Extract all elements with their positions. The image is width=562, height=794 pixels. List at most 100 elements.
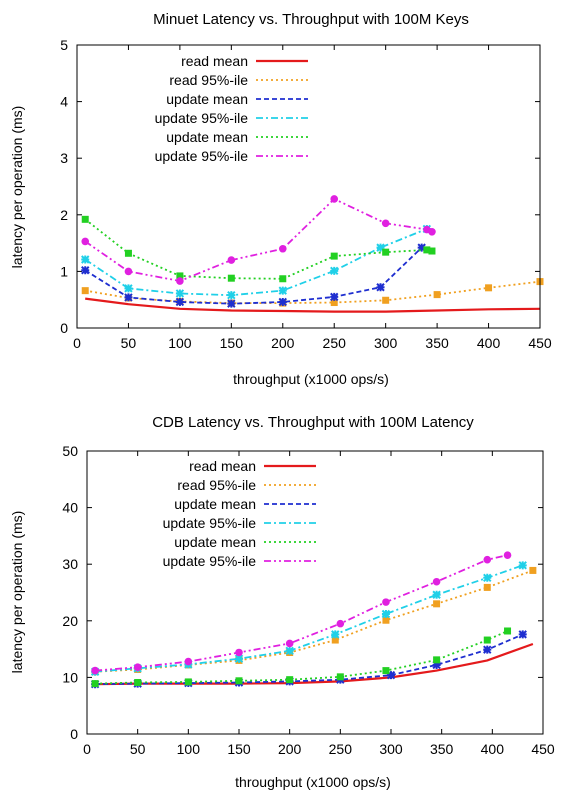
series-2 — [81, 278, 544, 307]
data-point — [382, 616, 390, 624]
y-tick-label: 3 — [60, 150, 68, 166]
legend-label: update 95%-ile — [163, 553, 257, 569]
y-tick-label: 0 — [60, 320, 68, 336]
y-tick-label: 1 — [60, 263, 68, 279]
series-line — [84, 246, 423, 305]
data-point — [483, 583, 491, 591]
y-tick-label: 4 — [60, 94, 68, 110]
chart-cdb: CDB Latency vs. Throughput with 100M Lat… — [9, 414, 555, 790]
data-point — [518, 630, 527, 639]
x-tick-label: 450 — [531, 741, 555, 757]
data-point — [504, 627, 512, 635]
x-tick-label: 250 — [329, 741, 353, 757]
x-tick-label: 100 — [168, 335, 192, 351]
legend-label: update mean — [174, 496, 256, 512]
y-axis-label: latency per operation (ms) — [9, 106, 25, 269]
legend-item: read mean — [189, 458, 316, 474]
data-point — [336, 619, 345, 628]
series-line — [95, 564, 523, 673]
legend-item: update mean — [174, 496, 316, 512]
x-tick-label: 100 — [177, 741, 201, 757]
data-point — [376, 283, 385, 292]
x-tick-label: 450 — [528, 335, 552, 351]
plot-area — [81, 195, 544, 313]
series-3 — [81, 243, 426, 308]
legend-label: update 95%-ile — [163, 515, 257, 531]
y-axis-label: latency per operation (ms) — [9, 511, 25, 674]
series-2 — [91, 566, 537, 676]
y-tick-label: 10 — [62, 669, 78, 685]
legend-label: update 95%-ile — [155, 110, 249, 126]
data-point — [124, 284, 133, 293]
data-point — [175, 297, 185, 307]
plot-frame — [76, 44, 541, 329]
data-point — [235, 648, 243, 657]
x-tick-label: 250 — [323, 335, 347, 351]
data-point — [81, 287, 89, 295]
data-point — [331, 630, 340, 639]
data-point — [483, 645, 492, 654]
data-point — [278, 297, 287, 307]
x-tick-label: 200 — [271, 335, 295, 351]
plot-frame — [86, 450, 544, 735]
data-point — [376, 243, 385, 252]
legend-label: read 95%-ile — [177, 477, 256, 493]
data-point — [330, 299, 338, 307]
legend-item: update mean — [174, 534, 316, 550]
legend-label: read mean — [181, 53, 248, 69]
series-5 — [81, 215, 436, 283]
data-point — [330, 195, 339, 203]
data-point — [382, 248, 390, 256]
tick-labels: 0 50 100 150 200 250 300 350 400 450 0 10 20 30 40 50 — [62, 443, 554, 757]
y-tick-label: 5 — [60, 37, 68, 53]
y-tick-label: 20 — [62, 613, 78, 629]
data-point — [124, 267, 133, 276]
data-point — [529, 566, 537, 574]
data-point — [483, 555, 492, 564]
data-point — [176, 272, 184, 280]
data-point — [330, 266, 339, 276]
data-point — [285, 646, 294, 656]
series-line — [85, 297, 541, 313]
x-axis-label: throughput (x1000 ops/s) — [233, 371, 389, 387]
y-tick-label: 30 — [62, 556, 78, 572]
data-point — [432, 590, 441, 599]
data-point — [91, 680, 99, 688]
data-point — [433, 291, 441, 299]
data-point — [124, 249, 132, 257]
legend-item: update mean — [166, 129, 308, 145]
legend-label: update mean — [174, 534, 256, 550]
series-line — [95, 633, 524, 686]
series-6 — [91, 551, 512, 675]
legend: read mean read 95%-ile update mean update 9… — [155, 53, 308, 164]
legend-label: update 95%-ile — [155, 148, 249, 164]
data-point — [227, 256, 236, 264]
data-point — [91, 666, 99, 675]
data-point — [417, 243, 426, 252]
x-axis-label: throughput (x1000 ops/s) — [235, 774, 391, 790]
legend-label: update mean — [166, 91, 248, 107]
data-point — [330, 252, 338, 260]
data-point — [386, 670, 396, 680]
data-point — [134, 678, 142, 686]
x-tick-label: 150 — [220, 335, 244, 351]
y-tick-label: 2 — [60, 207, 68, 223]
data-point — [235, 677, 243, 685]
data-point — [483, 573, 492, 582]
y-tick-label: 40 — [62, 500, 78, 516]
data-point — [432, 660, 441, 670]
data-point — [381, 219, 390, 228]
data-point — [286, 676, 294, 684]
plot-area — [90, 551, 537, 689]
series-5 — [91, 627, 512, 688]
data-point — [176, 277, 184, 285]
data-point — [81, 215, 89, 223]
legend-item: update 95%-ile — [163, 553, 316, 569]
data-point — [433, 600, 441, 608]
data-point — [279, 275, 287, 283]
legend-label: read mean — [189, 458, 256, 474]
legend-label: update mean — [166, 129, 248, 145]
data-point — [81, 237, 90, 246]
legend-item: update 95%-ile — [163, 515, 316, 531]
data-point — [330, 292, 339, 302]
